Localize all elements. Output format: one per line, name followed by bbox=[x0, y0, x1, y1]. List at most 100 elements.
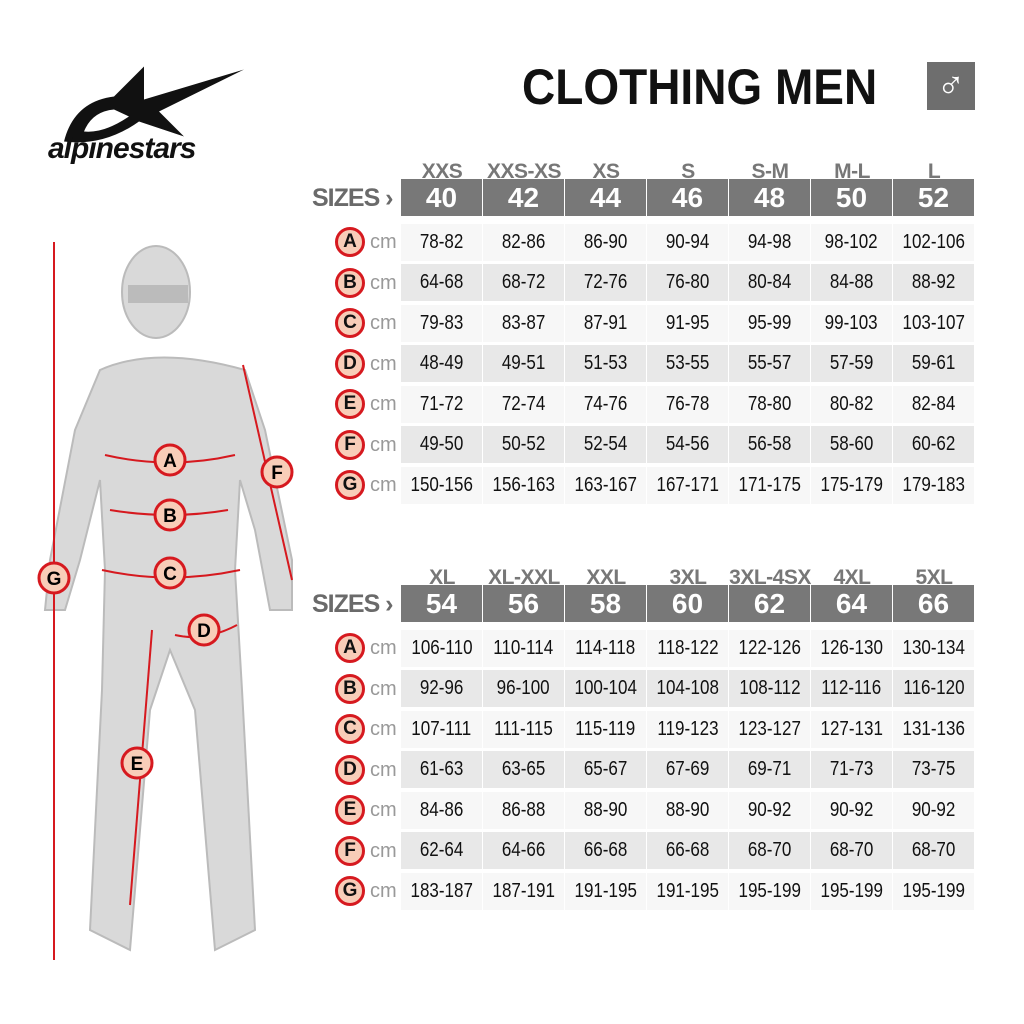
table-cell: 122-126 bbox=[729, 629, 810, 667]
numeric-size: 40 bbox=[401, 179, 482, 216]
table-cell: 71-73 bbox=[811, 751, 892, 789]
numeric-size: 46 bbox=[647, 179, 728, 216]
numeric-size: 56 bbox=[483, 585, 564, 622]
unit-label: cm bbox=[370, 312, 397, 334]
table-cell: 53-55 bbox=[647, 345, 728, 383]
unit-label: cm bbox=[370, 758, 397, 781]
table-cell: 91-95 bbox=[647, 304, 728, 342]
svg-text:C: C bbox=[163, 564, 177, 585]
marker-b: B bbox=[153, 498, 187, 532]
table-cell: 79-83 bbox=[401, 304, 482, 342]
table-cell: 66-68 bbox=[565, 832, 646, 870]
table-cell: 86-88 bbox=[483, 791, 564, 829]
table-cell: 72-76 bbox=[565, 264, 646, 302]
numeric-size: 48 bbox=[729, 179, 810, 216]
table-cell: 167-171 bbox=[647, 466, 728, 504]
table-cell: 68-70 bbox=[729, 832, 810, 870]
numeric-size: 66 bbox=[893, 585, 974, 622]
table-cell: 92-96 bbox=[401, 670, 482, 708]
table-cell: 65-67 bbox=[565, 751, 646, 789]
table-cell: 114-118 bbox=[565, 629, 646, 667]
table-cell: 118-122 bbox=[647, 629, 728, 667]
unit-label: cm bbox=[370, 231, 397, 253]
measure-letter-badge: F bbox=[335, 429, 365, 460]
table-cell: 61-63 bbox=[401, 751, 482, 789]
table-cell: 100-104 bbox=[565, 670, 646, 708]
table-cell: 78-82 bbox=[401, 223, 482, 261]
table-cell: 90-92 bbox=[811, 791, 892, 829]
table-cell: 76-80 bbox=[647, 264, 728, 302]
table-cell: 67-69 bbox=[647, 751, 728, 789]
letter-size: 4XL bbox=[833, 566, 871, 589]
table-cell: 64-68 bbox=[401, 264, 482, 302]
table-cell: 106-110 bbox=[401, 629, 482, 667]
unit-label: cm bbox=[370, 474, 397, 496]
table-cell: 64-66 bbox=[483, 832, 564, 870]
letter-size: 3XL-4SX bbox=[729, 566, 811, 589]
body-measurement-figure: A B C D E F G bbox=[37, 242, 294, 960]
table-cell: 48-49 bbox=[401, 345, 482, 383]
table-cell: 112-116 bbox=[811, 670, 892, 708]
table-cell: 60-62 bbox=[893, 426, 974, 464]
table-cell: 96-100 bbox=[483, 670, 564, 708]
table-cell: 175-179 bbox=[811, 466, 892, 504]
table-cell: 103-107 bbox=[893, 304, 974, 342]
unit-label: cm bbox=[370, 352, 397, 375]
measure-letter-badge: G bbox=[335, 470, 365, 500]
table-cell: 80-84 bbox=[729, 264, 810, 302]
numeric-size: 58 bbox=[565, 585, 646, 622]
table-cell: 82-86 bbox=[483, 223, 564, 261]
unit-label: cm bbox=[370, 880, 397, 902]
table-cell: 123-127 bbox=[729, 710, 810, 748]
marker-d: D bbox=[187, 613, 221, 647]
table-cell: 110-114 bbox=[483, 629, 564, 667]
table-cell: 191-195 bbox=[647, 872, 728, 910]
letter-size: XS bbox=[592, 160, 620, 183]
sizes-label: SIZES › bbox=[312, 590, 394, 618]
svg-text:D: D bbox=[197, 621, 211, 642]
unit-label: cm bbox=[370, 433, 397, 456]
unit-label: cm bbox=[370, 839, 397, 862]
letter-size: S-M bbox=[751, 160, 790, 183]
measure-letter-badge: B bbox=[335, 673, 365, 704]
table-cell: 187-191 bbox=[483, 872, 564, 910]
table-cell: 52-54 bbox=[565, 426, 646, 464]
table-cell: 68-70 bbox=[893, 832, 974, 870]
letter-size: XL-XXL bbox=[488, 566, 560, 589]
table-cell: 88-90 bbox=[565, 791, 646, 829]
table-cell: 108-112 bbox=[729, 670, 810, 708]
letter-size: XXS-XS bbox=[486, 160, 562, 183]
numeric-size-header: 40 42 44 46 48 50 52 bbox=[401, 179, 975, 216]
numeric-size: 44 bbox=[565, 179, 646, 216]
table-cell: 63-65 bbox=[483, 751, 564, 789]
numeric-size: 60 bbox=[647, 585, 728, 622]
table-cell: 74-76 bbox=[565, 385, 646, 423]
table-cell: 59-61 bbox=[893, 345, 974, 383]
table-cell: 195-199 bbox=[811, 872, 892, 910]
numeric-size-header: 54 56 58 60 62 64 66 bbox=[401, 585, 975, 622]
measure-letter-badge: D bbox=[335, 348, 365, 379]
table-cell: 150-156 bbox=[401, 466, 482, 504]
table-cell: 99-103 bbox=[811, 304, 892, 342]
numeric-size: 64 bbox=[811, 585, 892, 622]
numeric-size: 54 bbox=[401, 585, 482, 622]
table-cell: 50-52 bbox=[483, 426, 564, 464]
unit-label: cm bbox=[370, 677, 397, 700]
table-cell: 195-199 bbox=[729, 872, 810, 910]
marker-c: C bbox=[153, 556, 187, 590]
table-cell: 126-130 bbox=[811, 629, 892, 667]
measure-letter-badge: C bbox=[335, 714, 365, 744]
svg-text:B: B bbox=[163, 506, 177, 527]
measure-letter-badge: C bbox=[335, 308, 365, 338]
table-cell: 90-92 bbox=[729, 791, 810, 829]
table-cell: 71-72 bbox=[401, 385, 482, 423]
table-cell: 95-99 bbox=[729, 304, 810, 342]
table-cell: 130-134 bbox=[893, 629, 974, 667]
